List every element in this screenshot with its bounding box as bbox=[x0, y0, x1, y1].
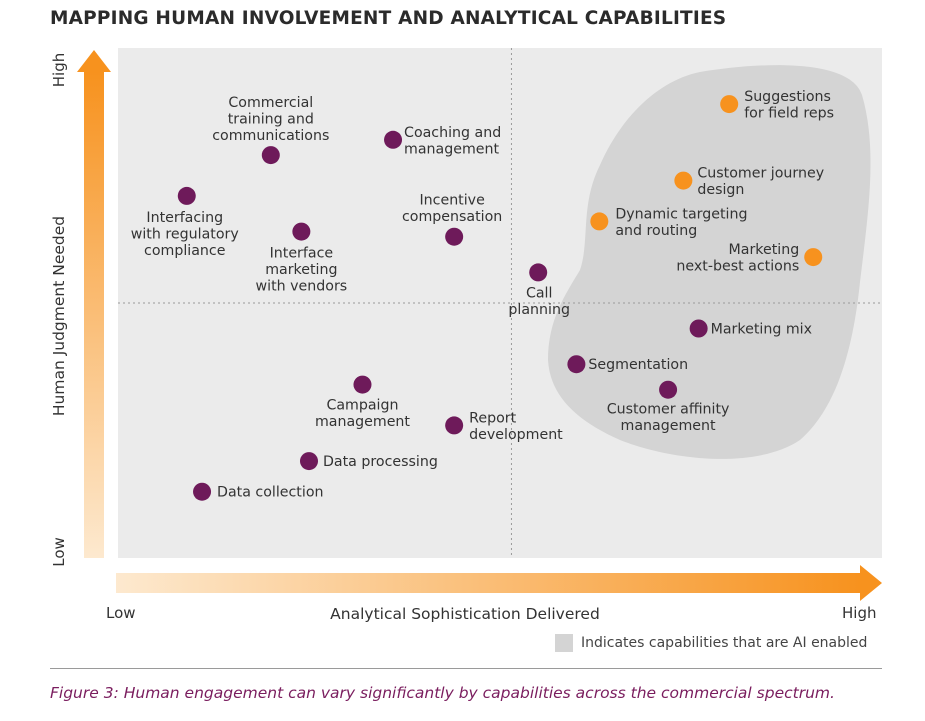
point-coaching-and-management bbox=[384, 130, 403, 149]
point-label-data-collection: Data collection bbox=[217, 485, 323, 501]
point-label-data-processing: Data processing bbox=[323, 454, 438, 470]
point-label-commercial-training-and-communications: Commercial training and communications bbox=[212, 95, 329, 144]
point-label-line: Segmentation bbox=[588, 357, 688, 373]
x-axis-high-label: High bbox=[842, 604, 877, 622]
point-label-line: with regulatory bbox=[131, 226, 239, 242]
point-label-segmentation: Segmentation bbox=[588, 357, 688, 373]
point-interface-marketing-with-vendors bbox=[292, 222, 311, 241]
y-axis-low-label: Low bbox=[50, 537, 68, 567]
point-label-marketing-mix: Marketing mix bbox=[711, 322, 812, 338]
point-label-line: marketing bbox=[265, 262, 337, 278]
y-axis-arrow-shaft bbox=[84, 72, 104, 558]
point-data-collection bbox=[193, 482, 212, 501]
x-axis-title: Analytical Sophistication Delivered bbox=[330, 605, 600, 623]
point-label-incentive-compensation: Incentive compensation bbox=[402, 193, 502, 226]
ai-point-marketing-next-best-actions bbox=[804, 248, 823, 267]
point-label-line: management bbox=[404, 141, 499, 157]
x-axis-arrow-head bbox=[860, 565, 882, 601]
point-label-line: next-best actions bbox=[676, 259, 799, 275]
point-label-interfacing-with-regulatory-compliance: Interfacing with regulatory compliance bbox=[131, 210, 239, 259]
point-label-line: for field reps bbox=[744, 106, 834, 122]
ai-point-suggestions-for-field-reps bbox=[720, 95, 739, 114]
caption-divider bbox=[50, 668, 882, 669]
point-label-customer-affinity-management: Customer affinity management bbox=[607, 402, 730, 435]
figure-title: MAPPING HUMAN INVOLVEMENT AND ANALYTICAL… bbox=[50, 8, 727, 29]
point-label-line: Customer affinity bbox=[607, 402, 730, 418]
point-label-line: Coaching and bbox=[404, 125, 501, 141]
point-segmentation bbox=[567, 355, 586, 374]
point-campaign-management bbox=[353, 375, 372, 394]
point-label-marketing-next-best-actions: Marketing next-best actions bbox=[676, 242, 799, 275]
ai-point-customer-journey-design bbox=[674, 171, 693, 190]
legend-label: Indicates capabilities that are AI enabl… bbox=[581, 635, 868, 651]
point-label-line: Dynamic targeting bbox=[615, 206, 747, 222]
point-report-development bbox=[445, 416, 464, 435]
y-axis-arrow-head bbox=[77, 50, 111, 72]
x-axis-low-label: Low bbox=[106, 604, 136, 622]
point-commercial-training-and-communications bbox=[261, 146, 280, 165]
point-label-line: communications bbox=[212, 128, 329, 144]
ai-point-dynamic-targeting-and-routing bbox=[590, 212, 609, 231]
point-label-line: compensation bbox=[402, 209, 502, 225]
point-label-call-planning: Call planning bbox=[508, 285, 570, 318]
point-label-line: Customer journey bbox=[697, 166, 824, 182]
point-label-line: planning bbox=[508, 302, 570, 318]
point-data-processing bbox=[300, 452, 318, 471]
point-label-line: compliance bbox=[144, 243, 225, 259]
point-label-line: training and bbox=[228, 112, 314, 128]
x-axis-arrow-shaft bbox=[116, 573, 861, 593]
point-label-dynamic-targeting-and-routing: Dynamic targeting and routing bbox=[615, 206, 747, 239]
point-label-line: and routing bbox=[615, 223, 697, 239]
figure-caption: Figure 3: Human engagement can vary sign… bbox=[50, 684, 835, 702]
point-marketing-mix bbox=[689, 319, 708, 338]
y-axis-title: Human Judgment Needed bbox=[50, 216, 68, 416]
point-label-line: Data processing bbox=[323, 454, 438, 470]
point-label-line: Suggestions bbox=[744, 89, 831, 105]
point-label-line: Data collection bbox=[217, 485, 323, 501]
point-label-line: Report bbox=[469, 410, 516, 426]
point-label-customer-journey-design: Customer journey design bbox=[697, 166, 824, 199]
point-label-line: Incentive bbox=[419, 193, 484, 209]
point-customer-affinity-management bbox=[659, 380, 678, 399]
point-label-suggestions-for-field-reps: Suggestions for field reps bbox=[744, 89, 834, 122]
point-label-campaign-management: Campaign management bbox=[315, 398, 410, 431]
point-label-report-development: Report development bbox=[469, 410, 563, 443]
point-label-line: management bbox=[621, 418, 716, 434]
point-label-line: management bbox=[315, 414, 410, 430]
legend-swatch bbox=[555, 634, 573, 652]
point-label-line: Marketing bbox=[729, 242, 800, 258]
point-label-line: Commercial bbox=[228, 95, 313, 111]
y-axis-high-label: High bbox=[50, 53, 68, 87]
point-label-line: with vendors bbox=[256, 279, 348, 295]
point-call-planning bbox=[529, 263, 548, 282]
point-interfacing-with-regulatory-compliance bbox=[177, 186, 196, 205]
legend: Indicates capabilities that are AI enabl… bbox=[555, 634, 867, 652]
point-label-line: design bbox=[697, 182, 744, 198]
point-label-line: Marketing mix bbox=[711, 322, 812, 338]
ai-enabled-region bbox=[548, 65, 871, 459]
point-label-line: Interface bbox=[270, 246, 334, 262]
point-label-line: Campaign bbox=[326, 398, 398, 414]
point-label-coaching-and-management: Coaching and management bbox=[404, 125, 501, 158]
point-label-line: Call bbox=[526, 285, 552, 301]
point-label-interface-marketing-with-vendors: Interface marketing with vendors bbox=[256, 246, 348, 295]
point-label-line: Interfacing bbox=[146, 210, 223, 226]
point-incentive-compensation bbox=[445, 227, 464, 246]
point-label-line: development bbox=[469, 427, 563, 443]
